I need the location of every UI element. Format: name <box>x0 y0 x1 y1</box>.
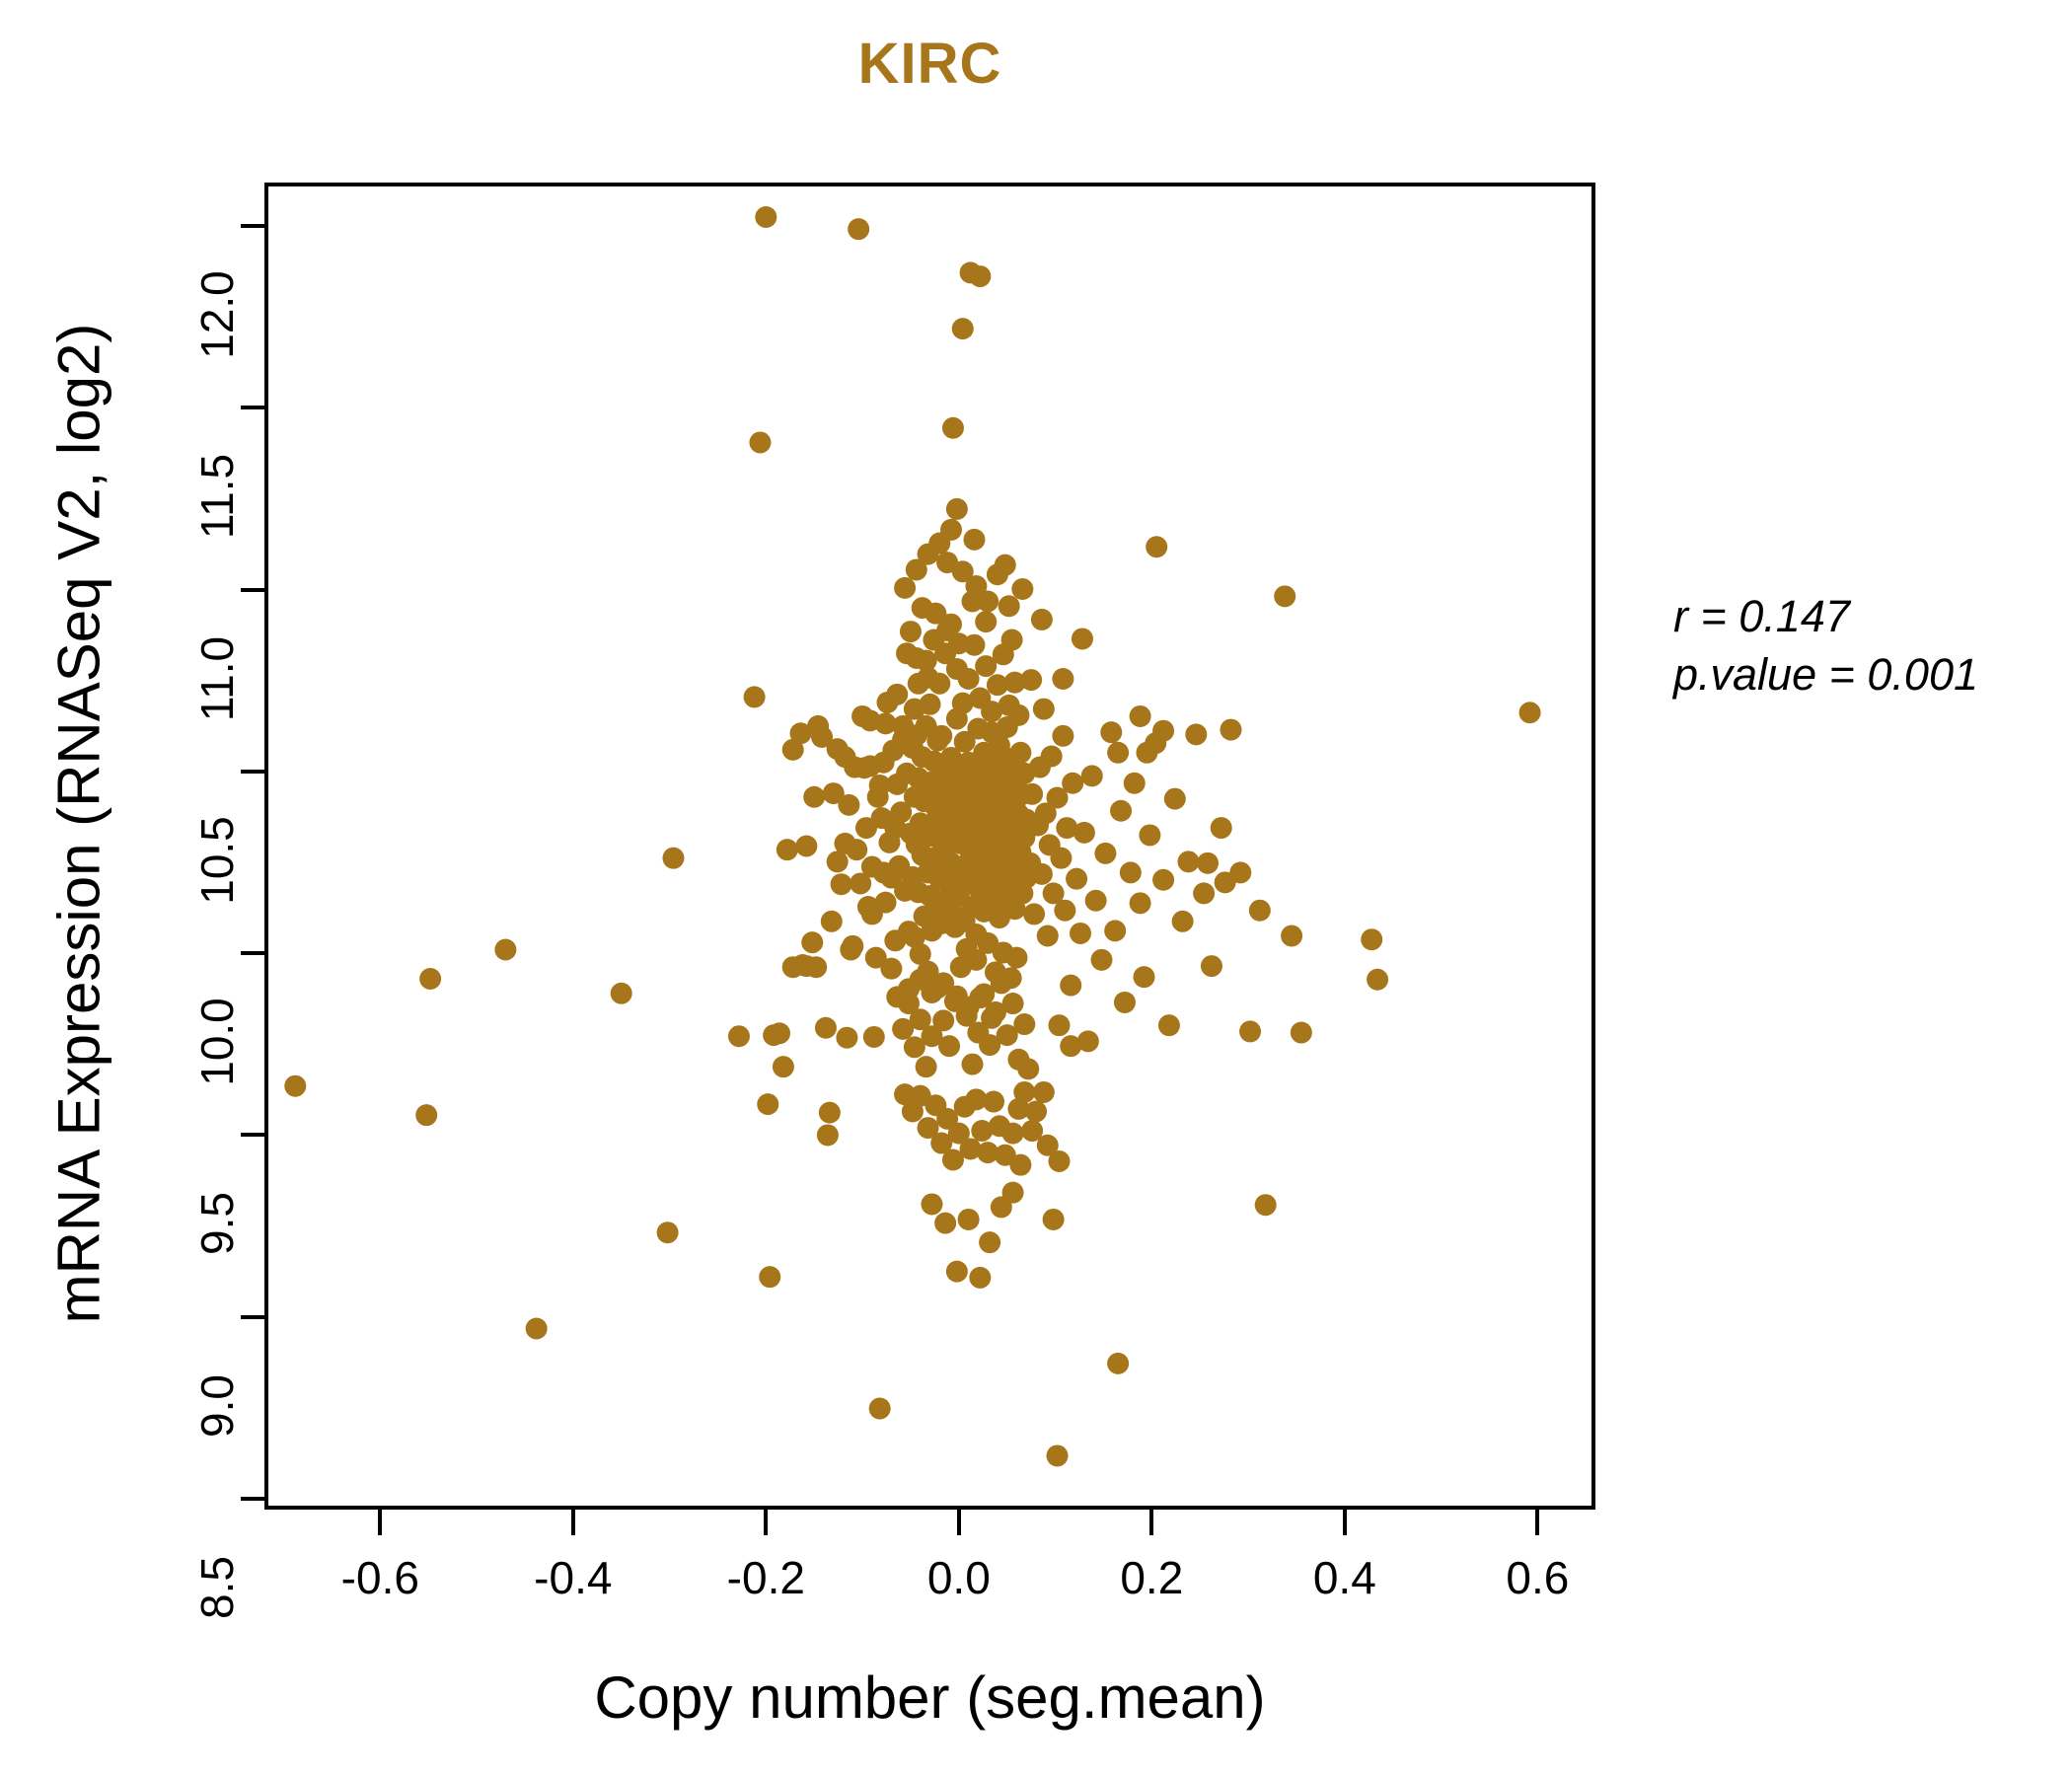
x-axis-tick-label: 0.2 <box>1120 1552 1184 1603</box>
y-axis-tick <box>241 1314 264 1319</box>
y-axis-title: mRNA Expression (RNASeq V2, log2) <box>45 323 112 1324</box>
correlation-stats-annotation: r = 0.147 p.value = 0.001 <box>1673 588 1978 703</box>
x-axis-tick <box>1342 1510 1347 1535</box>
y-axis-tick-label: 12.0 <box>191 270 243 359</box>
x-axis-tick-label: -0.4 <box>534 1552 613 1603</box>
y-axis-tick <box>241 1133 264 1138</box>
x-axis-tick <box>1535 1510 1540 1535</box>
y-axis-tick-label: 11.0 <box>191 635 243 721</box>
x-axis-tick <box>1149 1510 1154 1535</box>
x-axis-tick <box>764 1510 769 1535</box>
x-axis-tick-label: 0.4 <box>1312 1552 1376 1603</box>
y-axis-tick-label: 10.0 <box>191 998 243 1086</box>
p-value-text: p.value = 0.001 <box>1673 648 1979 700</box>
pearson-r-text: r = 0.147 <box>1673 591 1850 641</box>
page-title: KIRC <box>857 32 1002 96</box>
x-axis-tick <box>956 1510 961 1535</box>
x-axis-tick <box>378 1510 383 1535</box>
x-axis-tick <box>570 1510 575 1535</box>
y-axis-tick-label: 11.5 <box>191 454 243 540</box>
y-axis-tick <box>241 951 264 956</box>
y-axis-tick <box>241 769 264 774</box>
y-axis-tick-label: 10.5 <box>191 816 243 905</box>
y-axis-tick-label: 9.0 <box>191 1373 243 1438</box>
y-axis-tick <box>241 406 264 410</box>
x-axis-tick-label: -0.6 <box>340 1552 419 1603</box>
x-axis-title: Copy number (seg.mean) <box>594 1665 1266 1731</box>
y-axis-tick <box>241 1496 264 1501</box>
y-axis-tick <box>241 224 264 229</box>
y-axis-tick-label: 8.5 <box>191 1555 243 1619</box>
x-axis-tick-label: 0.0 <box>926 1552 991 1603</box>
x-axis-tick-label: 0.6 <box>1506 1552 1570 1603</box>
plot-area-frame <box>264 183 1595 1510</box>
x-axis-tick-label: -0.2 <box>726 1552 805 1603</box>
y-axis-tick-label: 9.5 <box>191 1192 243 1256</box>
y-axis-tick <box>241 587 264 592</box>
